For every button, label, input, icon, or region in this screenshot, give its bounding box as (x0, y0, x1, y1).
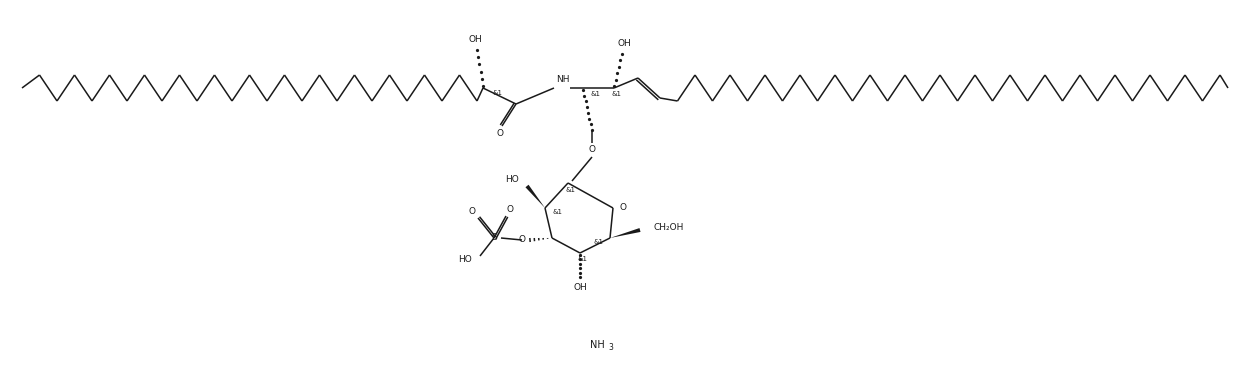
Polygon shape (526, 185, 545, 208)
Text: &1: &1 (493, 90, 503, 96)
Text: &1: &1 (595, 239, 605, 245)
Text: O: O (468, 207, 476, 215)
Text: S: S (491, 234, 497, 242)
Text: &1: &1 (578, 256, 588, 262)
Text: 3: 3 (608, 342, 613, 352)
Text: OH: OH (617, 38, 631, 48)
Text: O: O (588, 145, 596, 155)
Text: &1: &1 (566, 187, 576, 193)
Polygon shape (610, 228, 641, 238)
Text: NH: NH (556, 76, 570, 85)
Text: O: O (507, 204, 513, 214)
Text: OH: OH (468, 34, 482, 44)
Text: O: O (620, 203, 627, 213)
Text: &1: &1 (591, 91, 601, 97)
Text: OH: OH (573, 283, 587, 292)
Text: O: O (520, 235, 526, 245)
Text: O: O (497, 130, 503, 138)
Text: &1: &1 (553, 209, 563, 215)
Text: HO: HO (458, 255, 472, 263)
Text: HO: HO (506, 175, 520, 183)
Text: CH₂OH: CH₂OH (654, 223, 684, 231)
Text: &1: &1 (612, 91, 622, 97)
Text: NH: NH (590, 340, 605, 350)
